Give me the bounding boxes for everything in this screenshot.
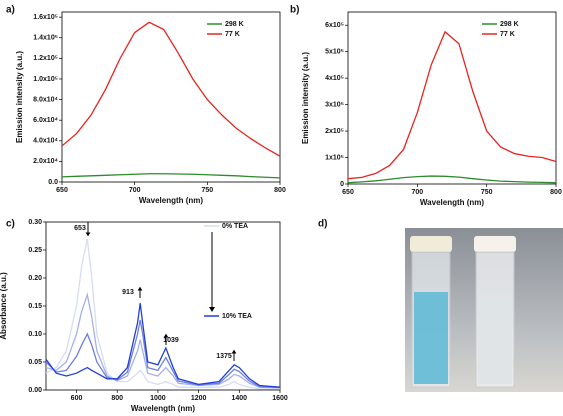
- y-tick-label: 0.10: [28, 331, 42, 338]
- x-axis-label: Wavelength (nm): [131, 404, 195, 413]
- annotation: 1039: [163, 337, 179, 344]
- panel-label: c): [6, 219, 15, 230]
- y-tick-label: 4.0x10⁴: [33, 138, 58, 145]
- y-tick-label: 1.2x10⁵: [33, 55, 58, 62]
- panel-label: d): [318, 219, 327, 230]
- x-axis-label: Wavelength (nm): [139, 196, 203, 205]
- series-line: [347, 30, 557, 180]
- plot-frame: [45, 221, 281, 391]
- y-axis-label: Absorbance (a.u.): [0, 272, 8, 340]
- x-tick-label: 800: [550, 189, 562, 196]
- arrow-head: [85, 232, 91, 236]
- y-tick-label: 1.4x10⁵: [33, 35, 58, 42]
- y-tick-label: 2.0x10⁴: [33, 158, 58, 165]
- series-line: [45, 292, 281, 389]
- x-tick-label: 1000: [150, 395, 166, 402]
- series-line: [61, 173, 281, 179]
- x-tick-label: 650: [342, 189, 354, 196]
- y-tick-label: 0: [340, 181, 344, 188]
- plot-frame: [347, 11, 557, 185]
- series-line: [45, 238, 280, 390]
- y-tick-label: 6x10⁵: [325, 22, 344, 29]
- arrow-head: [209, 307, 215, 312]
- x-tick-label: 800: [111, 395, 123, 402]
- y-tick-label: 5x10⁵: [325, 49, 344, 56]
- y-tick-label: 3x10⁵: [325, 101, 344, 108]
- y-tick-label: 6.0x10⁴: [33, 117, 58, 124]
- annotation: 1375: [216, 353, 232, 360]
- legend-label: 77 K: [225, 31, 240, 38]
- panel-label: b): [290, 5, 299, 16]
- legend-label: 77 K: [500, 31, 515, 38]
- x-tick-label: 1600: [272, 395, 288, 402]
- y-tick-label: 1x10⁵: [325, 154, 344, 161]
- legend-label: 298 K: [500, 21, 519, 28]
- x-tick-label: 700: [129, 187, 141, 194]
- y-tick-label: 0.00: [28, 387, 42, 394]
- y-tick-label: 1.0x10⁵: [33, 76, 58, 83]
- series-line: [347, 175, 557, 184]
- y-axis-label: Emission intensity (a.u.): [301, 52, 310, 144]
- x-tick-label: 1200: [191, 395, 207, 402]
- x-tick-label: 1400: [232, 395, 248, 402]
- arrow-head: [231, 350, 237, 354]
- y-tick-label: 0.05: [28, 359, 42, 366]
- y-tick-label: 8.0x10⁴: [33, 96, 58, 103]
- y-tick-label: 0.0: [48, 179, 58, 186]
- arrow-head: [137, 287, 143, 291]
- series-line: [45, 303, 281, 388]
- y-axis-label: Emission intensity (a.u.): [15, 51, 24, 143]
- series-line: [45, 319, 281, 389]
- plot-frame: [61, 11, 281, 183]
- x-tick-label: 700: [411, 189, 423, 196]
- annotation: 913: [122, 289, 134, 296]
- x-tick-label: 800: [274, 187, 286, 194]
- y-tick-label: 0.15: [28, 303, 42, 310]
- photo: [405, 228, 563, 392]
- legend-label: 0% TEA: [222, 223, 248, 230]
- x-tick-label: 650: [56, 187, 68, 194]
- y-tick-label: 1.6x10⁵: [33, 14, 58, 21]
- x-tick-label: 750: [481, 189, 493, 196]
- y-tick-label: 0.20: [28, 275, 42, 282]
- x-tick-label: 750: [201, 187, 213, 194]
- legend-label: 298 K: [225, 21, 244, 28]
- series-line: [61, 21, 281, 157]
- y-tick-label: 2x10⁵: [325, 128, 344, 135]
- annotation: 653: [74, 225, 86, 232]
- x-tick-label: 600: [71, 395, 83, 402]
- x-axis-label: Wavelength (nm): [420, 198, 484, 207]
- panel-label: a): [6, 5, 15, 16]
- legend-label: 10% TEA: [222, 313, 252, 320]
- arrow-head: [163, 334, 169, 338]
- y-tick-label: 4x10⁵: [325, 75, 344, 82]
- y-tick-label: 0.25: [28, 247, 42, 254]
- y-tick-label: 0.30: [28, 219, 42, 226]
